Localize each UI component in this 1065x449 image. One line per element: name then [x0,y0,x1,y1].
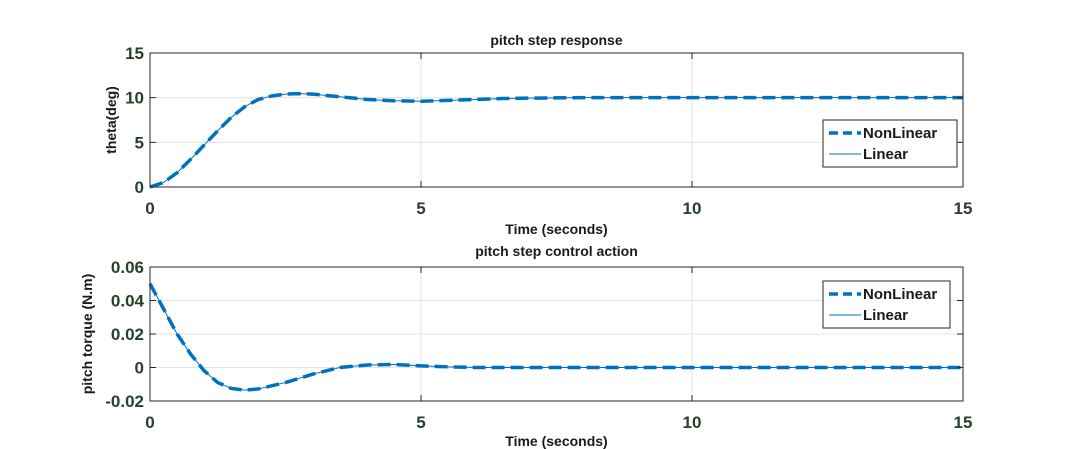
legend: NonLinear Linear [822,280,951,329]
y-axis-label: pitch torque (N.m) [79,274,95,395]
legend-label-nonlinear: NonLinear [863,125,937,142]
chart-title: pitch step response [490,32,622,48]
y-tick-label: -0.02 [105,392,144,411]
y-tick-label: 5 [135,133,144,152]
y-tick-label: 10 [125,89,144,108]
y-tick-label: 0 [135,178,144,197]
x-tick-label: 15 [954,199,973,218]
x-tick-label: 5 [416,413,425,432]
chart-title: pitch step control action [475,243,638,259]
series-line-linear [149,93,963,188]
x-tick-label: 5 [416,199,425,218]
x-tick-label: 15 [954,413,973,432]
x-tick-label: 0 [145,413,154,432]
x-tick-label: 0 [145,199,154,218]
series-line-linear [149,283,963,391]
x-axis-label: Time (seconds) [505,221,607,237]
y-axis-label: theta(deg) [103,86,119,154]
x-tick-label: 10 [683,199,702,218]
axes-box [149,52,964,188]
x-axis-label: Time (seconds) [505,433,607,449]
y-tick-label: 0.06 [111,258,144,277]
y-tick-label: 0 [135,359,144,378]
legend-label-linear: Linear [863,307,908,324]
legend-box [822,119,958,168]
legend-label-linear: Linear [863,146,908,163]
legend-label-nonlinear: NonLinear [863,286,937,303]
x-tick-label: 10 [683,413,702,432]
y-tick-label: 15 [125,44,144,63]
legend: NonLinear Linear [822,119,958,168]
y-tick-label: 0.04 [111,292,145,311]
subplot-pitch-step-response: 0 5 10 15 0 5 10 15 pitch step response Time (sec… [103,32,972,237]
legend-box [822,280,951,329]
y-tick-label: 0.02 [111,325,144,344]
